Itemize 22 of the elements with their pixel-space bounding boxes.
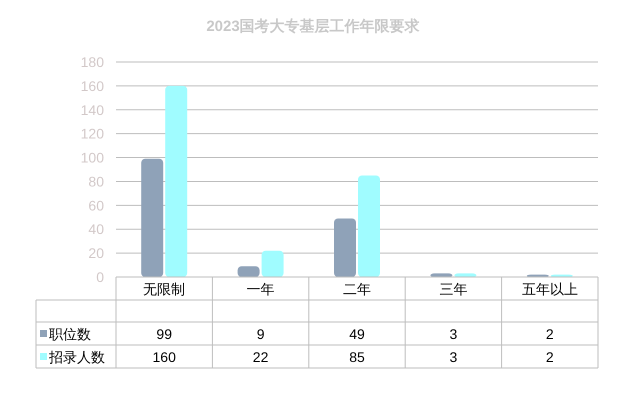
- bar: [165, 86, 188, 277]
- x-tick-label: 二年: [343, 281, 371, 297]
- x-tick-label: 无限制: [143, 281, 186, 297]
- data-label: 9: [256, 326, 265, 342]
- data-label: 99: [156, 326, 172, 342]
- data-label: 3: [450, 326, 458, 342]
- data-label: 2: [546, 326, 554, 342]
- bar: [358, 175, 380, 277]
- data-label: 160: [152, 349, 176, 365]
- data-label: 85: [349, 349, 365, 365]
- legend-label: 职位数: [49, 326, 91, 342]
- data-label: 2: [546, 349, 554, 365]
- data-label: 22: [252, 349, 269, 365]
- x-tick-label: 五年以上: [522, 281, 578, 297]
- x-tick-label: 一年: [246, 281, 275, 297]
- data-label: 49: [349, 326, 365, 342]
- legend-label: 招录人数: [48, 349, 105, 365]
- x-tick-label: 三年: [439, 281, 468, 297]
- data-label: 3: [450, 349, 458, 365]
- bar: [334, 218, 356, 277]
- bar: [262, 250, 284, 277]
- bar: [141, 158, 164, 277]
